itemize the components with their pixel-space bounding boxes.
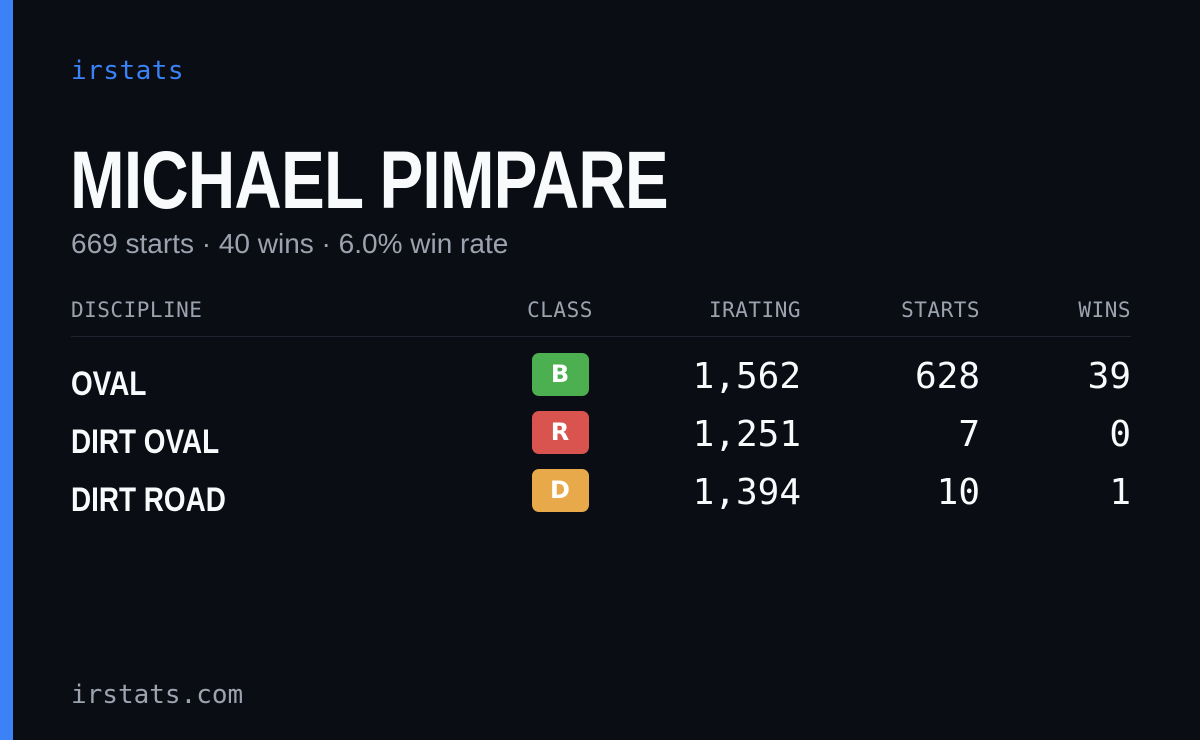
accent-bar (0, 0, 13, 740)
class-cell: D (501, 469, 619, 512)
class-cell: B (501, 353, 619, 396)
header-discipline: DISCIPLINE (71, 298, 203, 322)
license-class-badge: R (531, 411, 589, 454)
footer-url: irstats.com (71, 680, 244, 710)
discipline-name: DIRT OVAL (71, 423, 220, 461)
starts-value: 10 (936, 472, 980, 513)
brand-logo-text: irstats (71, 56, 185, 86)
license-class-badge: B (531, 353, 589, 396)
starts-value: 628 (914, 356, 980, 397)
irating-value: 1,394 (692, 472, 801, 513)
header-wins: WINS (1078, 298, 1131, 322)
wins-value: 0 (1109, 414, 1131, 455)
license-class-badge: D (531, 469, 589, 512)
table-body: OVAL B 1,562 628 39 DIRT OVAL R 1,251 7 … (71, 353, 1131, 527)
wins-value: 39 (1087, 356, 1131, 397)
discipline-name: DIRT ROAD (71, 481, 226, 519)
header-class: CLASS (527, 298, 593, 322)
driver-name: MICHAEL PIMPARE (70, 135, 669, 226)
discipline-name: OVAL (71, 365, 147, 403)
discipline-table: DISCIPLINE CLASS IRATING STARTS WINS OVA… (71, 298, 1131, 527)
table-row: DIRT OVAL R 1,251 7 0 (71, 411, 1131, 469)
table-row: OVAL B 1,562 628 39 (71, 353, 1131, 411)
table-header: DISCIPLINE CLASS IRATING STARTS WINS (71, 298, 1131, 337)
class-cell: R (501, 411, 619, 454)
header-irating: IRATING (708, 298, 801, 322)
starts-value: 7 (958, 414, 980, 455)
irating-value: 1,251 (692, 414, 801, 455)
table-row: DIRT ROAD D 1,394 10 1 (71, 469, 1131, 527)
driver-summary: 669 starts · 40 wins · 6.0% win rate (71, 228, 509, 259)
wins-value: 1 (1109, 472, 1131, 513)
irating-value: 1,562 (692, 356, 801, 397)
header-starts: STARTS (901, 298, 980, 322)
